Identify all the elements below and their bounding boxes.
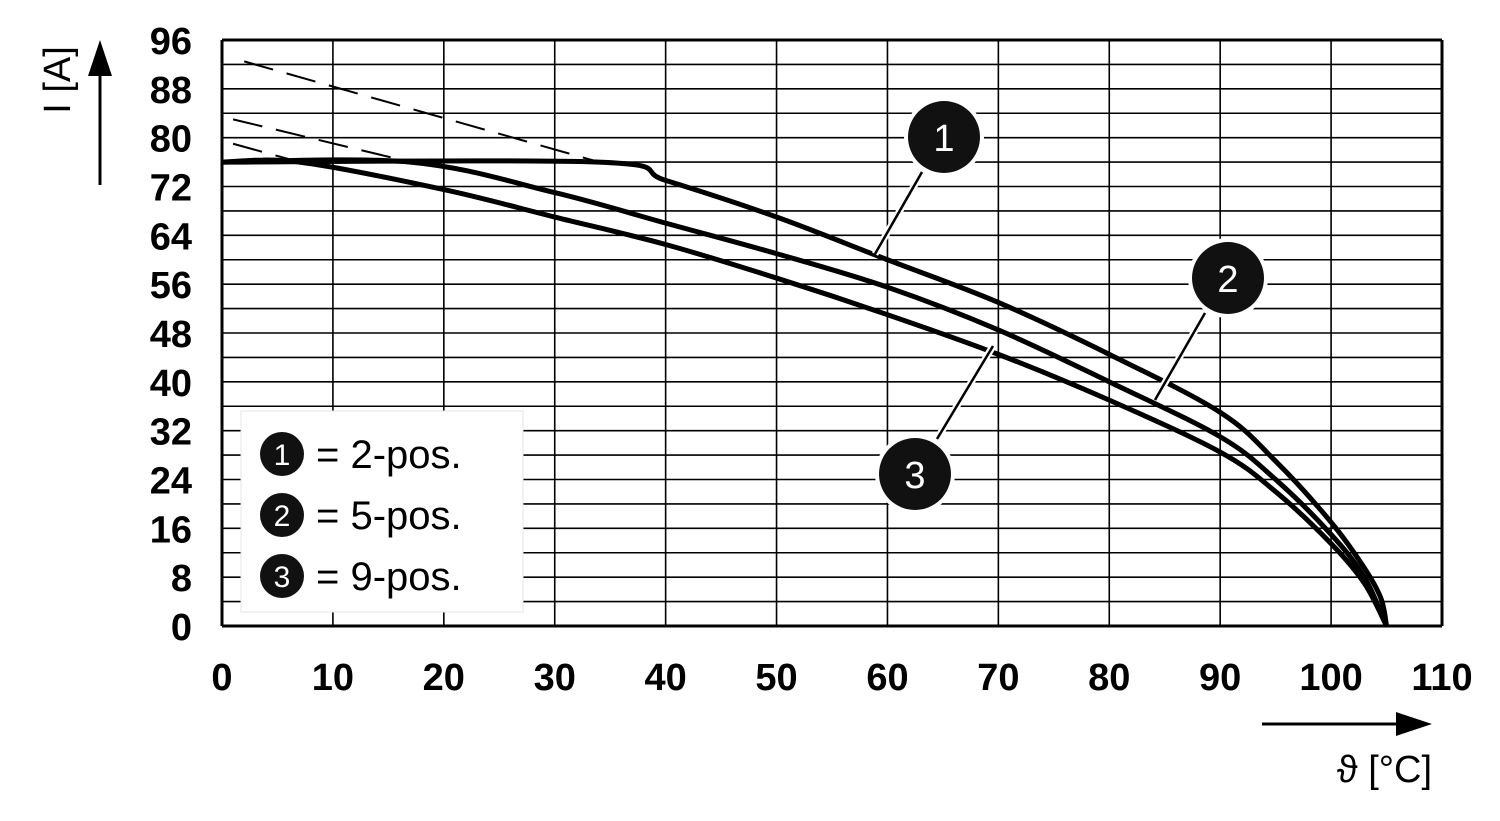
legend-badge-number: 3 — [274, 561, 291, 594]
x-tick-label: 30 — [534, 657, 576, 699]
series-2-line — [221, 157, 1389, 628]
x-tick-label: 90 — [1199, 657, 1241, 699]
y-tick-label: 40 — [150, 363, 192, 405]
y-tick-label: 88 — [150, 70, 192, 112]
x-tick-label: 40 — [644, 657, 686, 699]
series-3-line — [221, 157, 1389, 628]
series-1-line — [221, 158, 1390, 627]
x-tick-label: 50 — [755, 657, 797, 699]
callout-badge-number: 3 — [904, 455, 925, 497]
y-tick-label: 8 — [171, 558, 192, 600]
y-axis-arrow — [88, 40, 112, 185]
x-tick-label: 70 — [977, 657, 1019, 699]
x-tick-label: 110 — [1411, 657, 1472, 699]
y-tick-label: 80 — [150, 119, 192, 161]
curve-callouts: 1 2 3 — [871, 97, 1268, 514]
legend-badge-2 — [260, 493, 304, 537]
x-axis-arrow — [1262, 712, 1432, 736]
legend-label: = 9-pos. — [316, 555, 462, 599]
legend-label: = 2-pos. — [316, 433, 462, 477]
callout-badge-number: 2 — [1217, 259, 1238, 301]
legend-badge-3 — [260, 554, 304, 598]
x-tick-label: 100 — [1299, 657, 1362, 699]
y-axis-label: I [A] — [37, 46, 79, 114]
y-tick-label: 48 — [150, 314, 192, 356]
series-lines — [221, 60, 1390, 628]
legend: 1 = 2-pos. 2 = 5-pos. 3 = 9-pos. — [240, 410, 524, 613]
x-tick-label: 0 — [211, 657, 232, 699]
x-tick-label: 20 — [423, 657, 465, 699]
callout-badge-3 — [879, 438, 951, 510]
callout-badge-1 — [908, 101, 980, 173]
y-tick-label: 24 — [150, 461, 192, 503]
legend-label: = 5-pos. — [316, 494, 462, 538]
y-tick-label: 96 — [150, 21, 192, 63]
callout-leader-line — [873, 171, 924, 255]
y-tick-label: 32 — [150, 412, 192, 454]
y-tick-label: 16 — [150, 509, 192, 551]
y-tick-label: 64 — [150, 216, 192, 258]
x-axis-label: ϑ [°C] — [1337, 749, 1432, 791]
y-tick-label: 56 — [150, 265, 192, 307]
series-1-dashed-extension — [243, 60, 600, 164]
callout-leader-line — [935, 345, 995, 440]
y-tick-labels: 0 8 16 24 32 40 48 56 64 72 80 88 96 — [150, 21, 192, 649]
legend-badge-number: 1 — [274, 439, 291, 472]
callout-leader-line — [1153, 312, 1207, 401]
callout-badge-2 — [1192, 242, 1264, 314]
y-tick-label: 0 — [171, 607, 192, 649]
x-tick-label: 80 — [1088, 657, 1130, 699]
y-tick-label: 72 — [150, 168, 192, 210]
x-tick-label: 60 — [866, 657, 908, 699]
x-tick-label: 10 — [312, 657, 354, 699]
callout-badge-number: 1 — [933, 118, 954, 160]
x-tick-labels: 0 10 20 30 40 50 60 70 80 90 100 110 — [211, 657, 1472, 699]
legend-badge-1 — [260, 432, 304, 476]
series-2-dashed-extension — [232, 118, 411, 164]
legend-badge-number: 2 — [274, 500, 291, 533]
